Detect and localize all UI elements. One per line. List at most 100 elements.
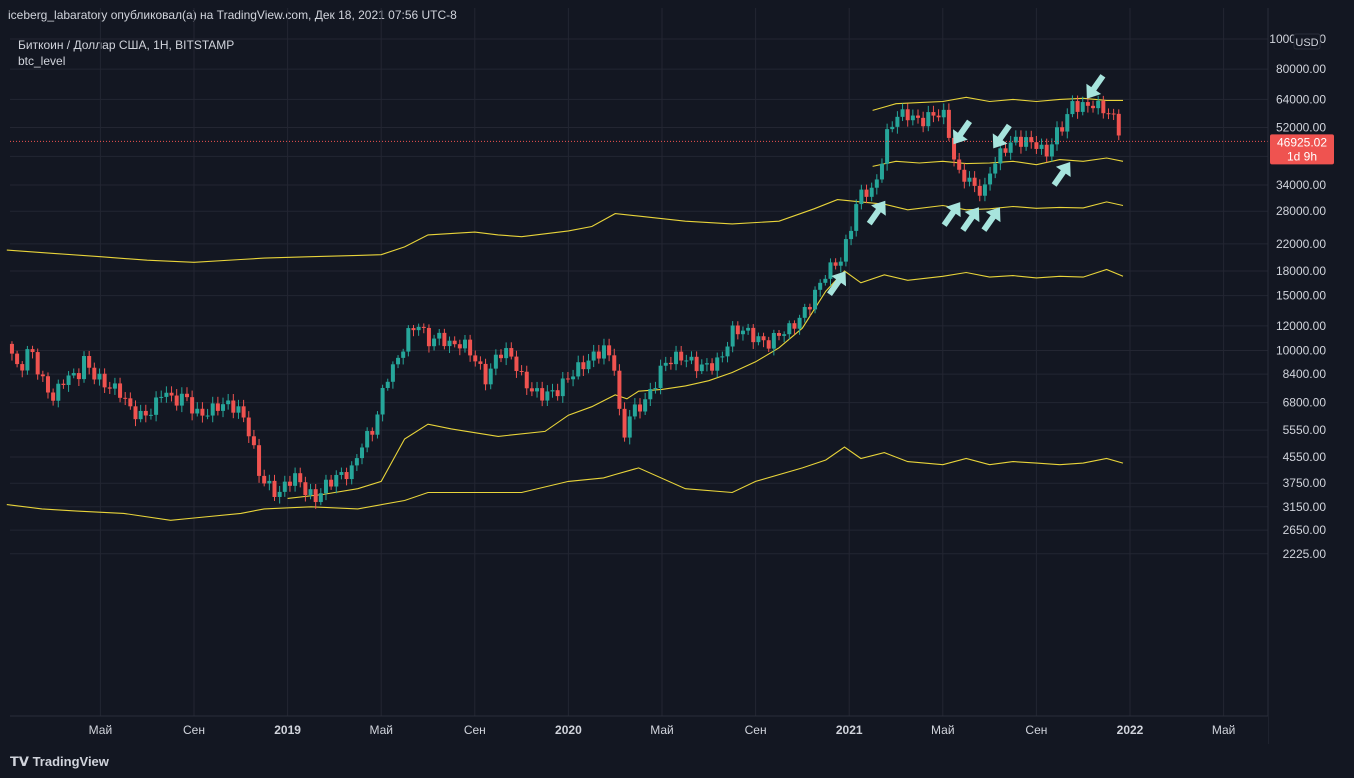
- candle-down: [1091, 105, 1096, 109]
- candle-up: [663, 362, 668, 366]
- candle-down: [622, 408, 627, 438]
- candle-up: [658, 365, 663, 389]
- candle-down: [529, 388, 534, 392]
- candle-down: [679, 351, 684, 361]
- candle-up: [66, 375, 71, 385]
- candle-down: [1029, 137, 1034, 143]
- candle-down: [1003, 148, 1008, 153]
- candle-up: [154, 397, 159, 415]
- candle-down: [190, 397, 195, 414]
- candle-down: [751, 327, 756, 343]
- candle-up: [797, 317, 802, 329]
- candle-up: [205, 415, 210, 417]
- candle-up: [571, 376, 576, 380]
- arrow-shape: [827, 271, 847, 296]
- level-5: [872, 96, 1123, 111]
- candle-down: [936, 115, 941, 118]
- candle-down: [962, 169, 967, 182]
- candle-down: [766, 340, 771, 349]
- candle-down: [51, 392, 56, 401]
- candle-up: [823, 278, 828, 283]
- tradingview-logo[interactable]: 𝗧𝗩 TradingView: [10, 754, 109, 770]
- candle-down: [246, 417, 251, 437]
- candle-down: [370, 431, 375, 435]
- candle-up: [318, 493, 323, 503]
- price-tag-countdown: 1d 9h: [1287, 149, 1317, 163]
- price-axis[interactable]: [1268, 0, 1354, 744]
- candle-down: [540, 388, 545, 401]
- candle-down: [972, 177, 977, 186]
- x-tick-label: 2020: [555, 723, 582, 737]
- candle-down: [457, 344, 462, 349]
- candle-up: [756, 336, 761, 343]
- candle-up: [179, 393, 184, 406]
- candle-up: [653, 388, 658, 390]
- candle-up: [1065, 114, 1070, 132]
- candle-up: [874, 179, 879, 188]
- candle-down: [607, 345, 612, 356]
- candle-up: [504, 348, 509, 359]
- candle-down: [555, 390, 560, 397]
- candle-up: [164, 392, 169, 397]
- arrow-down-icon: [992, 123, 1012, 149]
- candle-down: [123, 397, 128, 399]
- candle-up: [360, 447, 365, 459]
- candle-down: [421, 326, 426, 328]
- candle-up: [138, 410, 143, 420]
- y-tick-label: 80000.00: [1276, 62, 1326, 76]
- candle-up: [82, 356, 87, 380]
- grid: [10, 8, 1268, 716]
- x-tick-label: 2021: [836, 723, 863, 737]
- candle-up: [782, 334, 787, 336]
- candle-up: [1039, 144, 1044, 149]
- candle-up: [684, 360, 689, 362]
- candle-down: [792, 323, 797, 329]
- candle-up: [926, 112, 931, 127]
- candle-up: [1054, 127, 1059, 145]
- candle-down: [735, 325, 740, 335]
- arrow-up-icon: [866, 200, 886, 226]
- arrow-shape: [953, 119, 973, 145]
- candles: [9, 95, 1121, 509]
- candle-down: [514, 356, 519, 372]
- candle-up: [148, 414, 153, 416]
- y-tick-label: 8400.00: [1283, 367, 1327, 381]
- x-tick-label: Сен: [745, 723, 767, 737]
- candle-down: [915, 115, 920, 118]
- candle-down: [251, 436, 256, 446]
- candle-down: [143, 410, 148, 416]
- y-tick-label: 12000.00: [1276, 319, 1326, 333]
- x-tick-label: Сен: [183, 723, 205, 737]
- candle-down: [977, 185, 982, 196]
- candle-up: [195, 408, 200, 414]
- arrow-up-icon: [960, 207, 980, 232]
- candle-up: [385, 381, 390, 388]
- candle-down: [668, 362, 673, 365]
- level-2: [6, 199, 1124, 263]
- candle-down: [905, 109, 910, 121]
- y-tick-label: 4550.00: [1283, 450, 1327, 464]
- candle-up: [1008, 142, 1013, 153]
- x-tick-label: Сен: [1025, 723, 1047, 737]
- candle-up: [843, 239, 848, 262]
- candle-up: [802, 306, 807, 318]
- candle-down: [519, 371, 524, 373]
- arrow-down-icon: [1086, 74, 1106, 99]
- candle-up: [910, 115, 915, 121]
- candle-down: [215, 403, 220, 411]
- arrow-shape: [981, 207, 1001, 232]
- level-1: [6, 446, 1124, 521]
- candle-up: [437, 332, 442, 339]
- time-axis[interactable]: [0, 716, 1268, 744]
- candle-up: [704, 363, 709, 365]
- candle-down: [133, 406, 138, 420]
- candle-up: [854, 204, 859, 231]
- candle-up: [493, 354, 498, 369]
- candle-up: [71, 373, 76, 376]
- x-tick-label: Май: [1212, 723, 1236, 737]
- candle-up: [365, 431, 370, 448]
- candle-down: [957, 159, 962, 170]
- arrow-up-icon: [981, 207, 1001, 232]
- candle-down: [87, 356, 92, 368]
